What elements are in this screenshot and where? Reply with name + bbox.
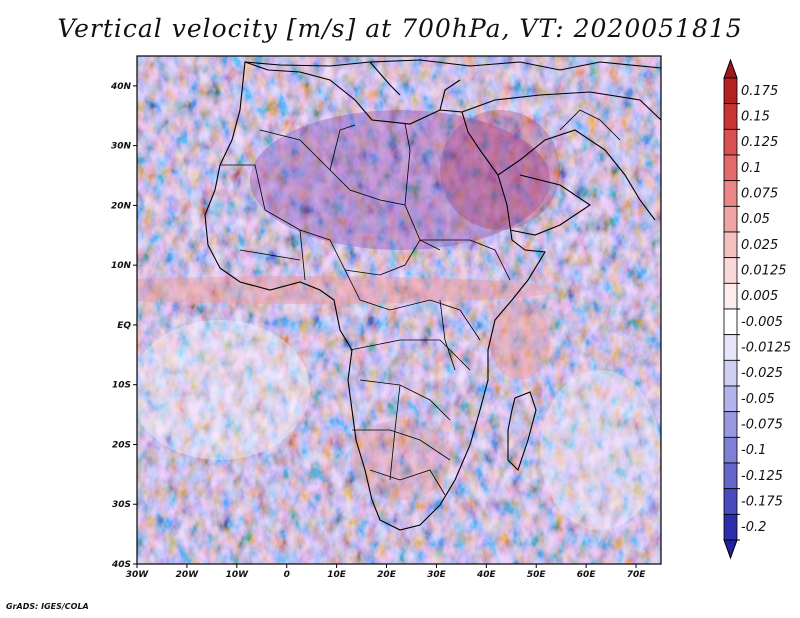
grads-credit: GrADS: IGES/COLA — [6, 602, 89, 611]
colorbar-label: -0.175 — [741, 495, 783, 510]
colorbar-swatch — [723, 385, 738, 413]
colorbar-swatch — [723, 359, 738, 387]
colorbar-label: -0.0125 — [741, 341, 791, 356]
lon-tick-label: 10W — [226, 570, 250, 580]
colorbar-label: 0.125 — [741, 135, 778, 150]
lon-tick-label: 20E — [377, 570, 397, 580]
colorbar-swatch — [723, 308, 738, 336]
lon-tick-label: 70E — [627, 570, 647, 580]
colorbar-swatch — [723, 411, 738, 438]
colorbar-label: 0.1 — [741, 161, 762, 176]
colorbar-label: -0.125 — [741, 469, 783, 484]
plot-frame — [136, 55, 662, 565]
colorbar-label: -0.05 — [741, 392, 775, 407]
colorbar-top-arrow — [723, 58, 738, 79]
colorbar-label: -0.005 — [741, 315, 783, 330]
latitude-axis: 40N 30N 20N 10N EQ 10S 20S 30S 40S — [110, 82, 137, 570]
colorbar: 0.175 0.15 0.125 0.1 0.075 0.05 0.025 0.0125 0.0… — [723, 58, 791, 560]
colorbar-swatch — [723, 77, 738, 105]
lat-tick-label: 10S — [112, 381, 131, 391]
longitude-axis: 30W 20W 10W 0 10E 20E 30E 40E 50E 60E 70E — [126, 564, 646, 580]
lon-tick-label: 10E — [327, 570, 347, 580]
country-borders — [220, 109, 621, 496]
colorbar-label: -0.2 — [741, 520, 766, 535]
lat-tick-label: 40S — [111, 560, 131, 570]
colorbar-swatch — [723, 205, 738, 233]
colorbar-label: 0.05 — [741, 212, 770, 227]
velocity-field — [137, 56, 661, 564]
colorbar-swatch — [723, 103, 738, 130]
coastlines — [204, 59, 661, 531]
colorbar-swatch — [723, 488, 738, 515]
colorbar-label: 0.0125 — [741, 264, 787, 279]
colorbar-swatch — [723, 436, 738, 464]
colorbar-swatch — [723, 154, 738, 182]
colorbar-swatch — [723, 334, 738, 361]
colorbar-label: 0.005 — [741, 289, 778, 304]
colorbar-label: 0.175 — [741, 84, 778, 99]
colorbar-label: 0.15 — [741, 110, 770, 125]
colorbar-label: -0.1 — [741, 443, 766, 458]
colorbar-label: -0.075 — [741, 418, 783, 433]
lat-tick-label: EQ — [117, 321, 131, 331]
lat-tick-label: 40N — [110, 82, 132, 92]
colorbar-swatch — [723, 128, 738, 156]
colorbar-bottom-arrow — [723, 539, 738, 560]
lat-tick-label: 20S — [112, 440, 131, 450]
lon-tick-label: 30E — [427, 570, 447, 580]
colorbar-swatch — [723, 513, 738, 541]
colorbar-swatch — [723, 180, 738, 207]
colorbar-swatch — [723, 257, 738, 284]
lat-tick-label: 30S — [112, 500, 131, 510]
colorbar-swatch — [723, 462, 738, 490]
lon-tick-label: 0 — [284, 570, 290, 580]
lat-tick-label: 20N — [111, 201, 132, 211]
colorbar-label: 0.025 — [741, 238, 778, 253]
lat-tick-label: 10N — [111, 261, 132, 271]
colorbar-label: -0.025 — [741, 366, 783, 381]
lon-tick-label: 30W — [126, 570, 150, 580]
colorbar-label: 0.075 — [741, 187, 778, 202]
lon-tick-label: 40E — [476, 570, 497, 580]
lat-tick-label: 30N — [111, 142, 132, 152]
colorbar-swatch — [723, 282, 738, 310]
lon-tick-label: 60E — [577, 570, 597, 580]
colorbar-swatch — [723, 231, 738, 259]
lon-tick-label: 20W — [176, 570, 200, 580]
map-title: Vertical velocity [m/s] at 700hPa, VT: 2… — [57, 14, 743, 43]
lon-tick-label: 50E — [527, 570, 547, 580]
